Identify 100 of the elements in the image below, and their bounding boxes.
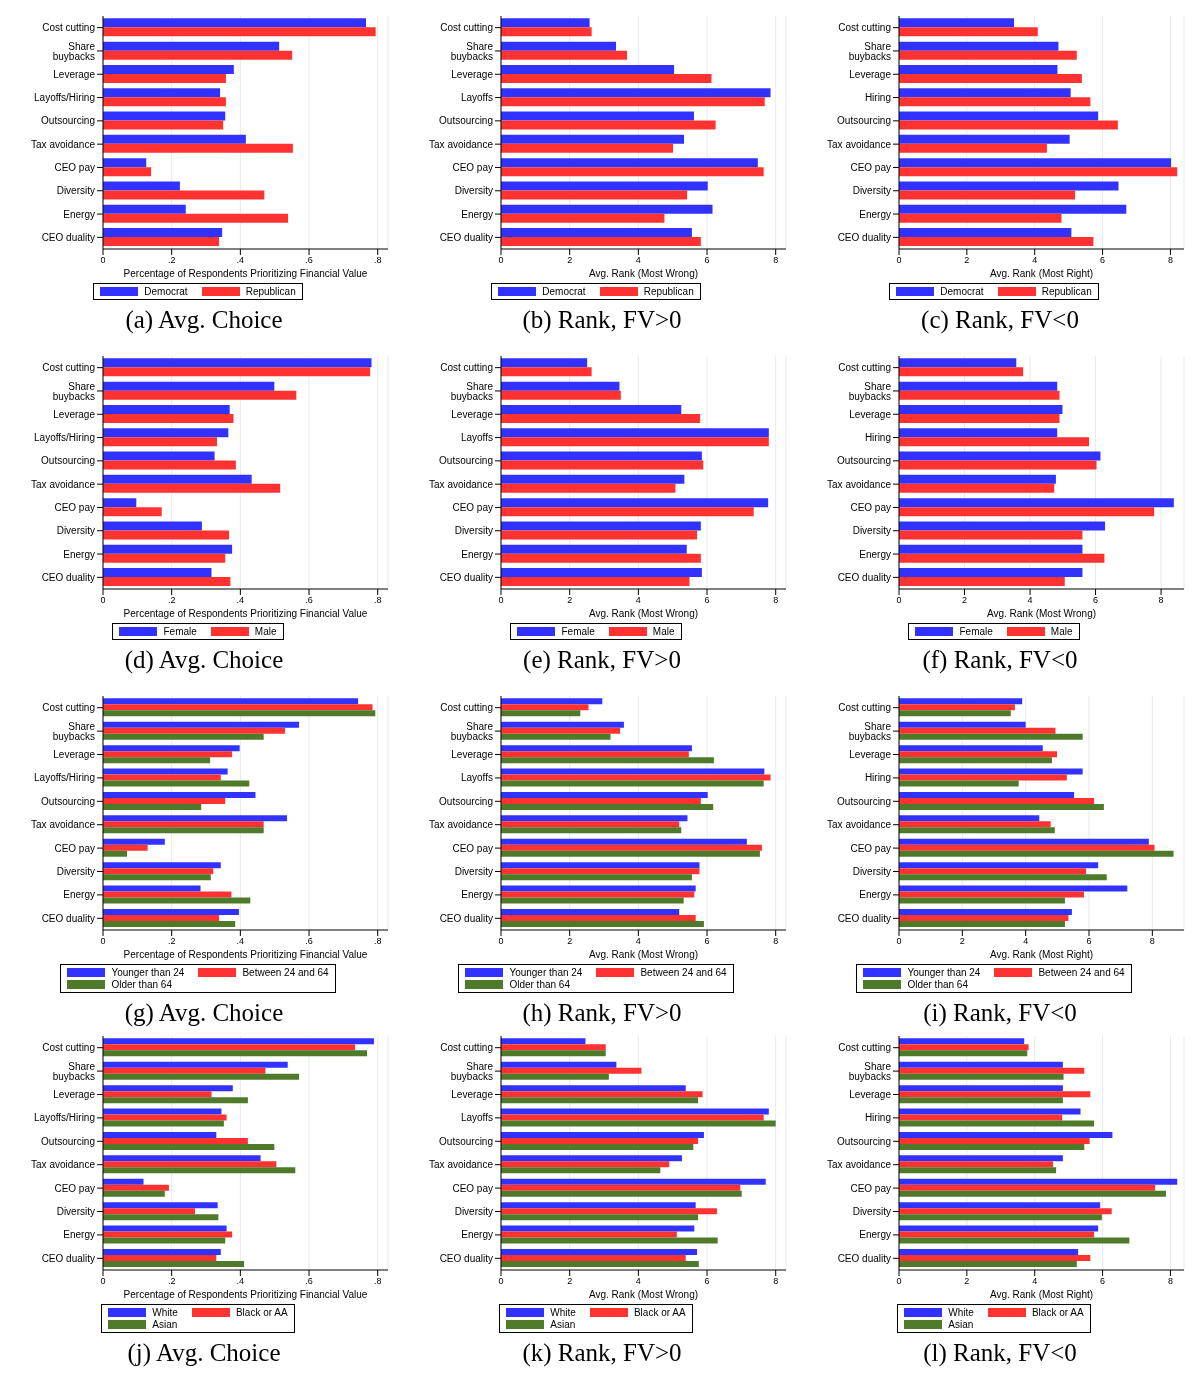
bar (899, 908, 1072, 915)
bar (501, 521, 701, 531)
bar (899, 27, 1038, 37)
bar (899, 413, 1060, 423)
bar (103, 381, 275, 391)
y-tick-label: Diversity (852, 525, 891, 537)
legend-label: Between 24 and 64 (1038, 967, 1125, 978)
y-tick-label: CEO pay (54, 162, 95, 173)
bar (103, 1260, 245, 1267)
bar (501, 1225, 695, 1232)
y-tick-label: Tax avoidance (31, 478, 96, 490)
bar (103, 1214, 219, 1221)
bar (103, 167, 152, 177)
bar (899, 721, 1026, 728)
bar (899, 827, 1055, 834)
y-tick-label: Hiring (864, 92, 891, 104)
bar (899, 1167, 1057, 1174)
y-tick-label: Outsourcing (837, 455, 891, 467)
bar (501, 914, 696, 921)
bar (899, 1214, 1102, 1221)
y-tick-label: Leverage (53, 68, 96, 80)
bar (899, 111, 1099, 121)
bar (899, 874, 1107, 881)
x-tick-label: 2 (964, 1276, 970, 1287)
bar (899, 553, 1105, 563)
y-tick-label: Cost cutting (440, 702, 493, 714)
bar (501, 797, 701, 804)
bar (501, 553, 701, 563)
bar (501, 158, 758, 168)
bar (103, 111, 226, 121)
y-tick-label: CEO pay (54, 502, 95, 513)
bar (899, 885, 1128, 892)
bar (501, 73, 712, 83)
bar (103, 797, 226, 804)
legend-label: Male (652, 626, 675, 637)
y-tick-label: CEO duality (439, 571, 493, 583)
y-tick-label: Tax avoidance (429, 1159, 494, 1171)
legend-label: Republican (1041, 286, 1092, 297)
bar (103, 64, 234, 74)
bar (501, 1073, 609, 1080)
y-tick-label: Share buybacks (52, 1060, 96, 1082)
y-tick-label: Hiring (864, 432, 891, 444)
y-tick-label: Diversity (56, 185, 95, 197)
y-tick-label: Cost cutting (42, 22, 95, 34)
x-tick-label: .4 (236, 936, 245, 947)
y-tick-label: Cost cutting (440, 1042, 493, 1054)
bar (103, 134, 246, 144)
bar (501, 1237, 718, 1244)
legend-label: Older than 64 (509, 979, 570, 990)
bar (899, 1254, 1091, 1261)
bar (899, 1202, 1101, 1209)
bar (899, 143, 1047, 153)
legend-label: Democrat (144, 286, 188, 297)
bar (103, 704, 373, 711)
bar (501, 908, 680, 915)
bar (899, 1231, 1095, 1238)
bar (103, 1097, 248, 1104)
bar (899, 1155, 1063, 1162)
bar (103, 1085, 233, 1092)
bar (103, 521, 202, 531)
x-tick-label: 6 (1093, 595, 1099, 606)
bar (501, 1161, 670, 1168)
y-tick-label: Diversity (454, 1206, 493, 1218)
bar (501, 698, 603, 705)
legend-label: Democrat (940, 286, 984, 297)
bar (899, 1248, 1079, 1255)
y-tick-label: Layoffs/Hiring (34, 92, 95, 104)
y-tick-label: Diversity (852, 1206, 891, 1218)
bar (899, 791, 1075, 798)
bar (103, 897, 251, 904)
bar (501, 920, 704, 927)
bar (899, 1208, 1112, 1215)
bar (501, 530, 698, 540)
text: (k) Rank, FV>0 (521, 1339, 683, 1367)
y-tick-label: Diversity (454, 525, 493, 537)
y-tick-label: CEO pay (850, 842, 891, 854)
bar (103, 838, 165, 845)
y-tick-label: Energy (461, 889, 493, 901)
y-tick-label: Leverage (849, 1089, 892, 1101)
bar (103, 1254, 217, 1261)
bar (501, 460, 704, 470)
bar (501, 97, 765, 107)
bar (103, 41, 280, 51)
x-tick-label: 6 (1100, 255, 1106, 266)
bar (899, 698, 1023, 705)
y-tick-label: Cost cutting (838, 362, 891, 374)
bar (501, 1114, 764, 1121)
legend-label: Republican (245, 286, 296, 297)
text: (h) Rank, FV>0 (521, 999, 683, 1027)
bar (501, 791, 708, 798)
bar (103, 507, 162, 517)
y-tick-label: Share buybacks (450, 380, 494, 402)
x-tick-label: 0 (896, 936, 902, 947)
y-tick-label: Diversity (56, 1206, 95, 1218)
y-tick-label: Share buybacks (450, 720, 494, 742)
bar (103, 710, 376, 717)
bar (501, 821, 680, 828)
bar (501, 498, 769, 508)
bar (501, 367, 592, 377)
bar (103, 733, 264, 740)
